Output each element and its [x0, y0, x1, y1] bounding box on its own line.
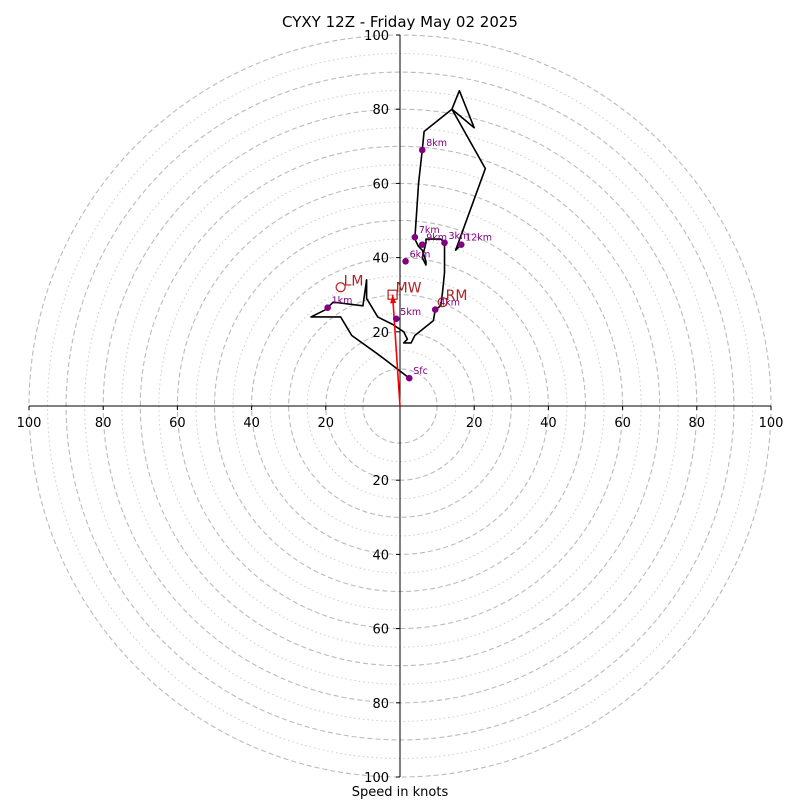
y-tick-label: 60	[372, 623, 389, 638]
y-tick-label: 20	[372, 326, 389, 341]
height-marker-8km	[418, 146, 426, 154]
y-tick-label: 80	[372, 103, 389, 118]
y-tick-label: 40	[372, 252, 389, 267]
height-marker-3km	[441, 239, 448, 247]
x-tick-label: 80	[95, 416, 112, 431]
height-label-6km: 6km	[410, 249, 431, 260]
height-marker-Sfc	[405, 374, 413, 382]
height-label-12km: 12km	[465, 233, 492, 244]
height-marker-4km	[431, 306, 439, 313]
hodograph-trace	[310, 89, 487, 379]
y-tick-label: 20	[372, 474, 389, 489]
chart-title: CYXY 12Z - Friday May 02 2025	[282, 13, 518, 31]
y-tick-label: 60	[372, 177, 389, 192]
height-label-3km: 3km	[449, 231, 470, 242]
x-tick-label: 60	[169, 416, 186, 431]
height-marker-5km	[392, 315, 400, 323]
height-marker-6km	[402, 258, 409, 265]
height-label-1km: 1km	[332, 296, 353, 307]
height-markers: Sfc 1km 3km 4km 5km 6km 7km 8km 9km 12km	[324, 138, 492, 382]
height-label-7km: 7km	[419, 225, 440, 236]
storm-motion-marker-RM	[437, 297, 448, 308]
x-tick-label: 20	[466, 416, 483, 431]
height-label-4km: 4km	[439, 298, 460, 309]
height-marker-12km	[457, 241, 465, 248]
height-label-Sfc: Sfc	[413, 366, 428, 377]
storm-motion-label-LM: LM	[344, 273, 364, 289]
storm-motion-markers: LM MW RM	[335, 273, 468, 308]
x-tick-label: 100	[759, 416, 784, 431]
height-label-5km: 5km	[400, 307, 421, 318]
y-tick-label: 40	[372, 548, 389, 563]
x-tick-label: 60	[614, 416, 631, 431]
height-marker-7km	[411, 233, 419, 241]
x-axis-label: Speed in knots	[352, 785, 449, 800]
storm-motion-label-RM: RM	[446, 288, 468, 304]
x-tick-label: 20	[318, 416, 335, 431]
storm-motion-vector	[391, 294, 401, 407]
y-tick-label: 80	[372, 697, 389, 712]
tick-labels: 100 80 60 40 20 20 40 60 80 100 100 80 60 40 20 20 40 60 8…	[17, 29, 784, 786]
height-marker-1km	[324, 304, 331, 311]
storm-motion-marker-MW	[387, 289, 398, 300]
x-tick-label: 40	[540, 416, 557, 431]
hodograph-trace-group	[310, 89, 487, 379]
storm-motion-marker-LM	[335, 282, 346, 293]
y-tick-label: 100	[364, 771, 389, 786]
height-label-8km: 8km	[426, 138, 447, 149]
y-tick-label: 100	[364, 29, 389, 44]
storm-motion-label-MW: MW	[396, 281, 422, 297]
height-marker-9km	[418, 241, 426, 248]
x-tick-label: 40	[243, 416, 260, 431]
height-label-9km: 9km	[426, 233, 447, 244]
x-tick-label: 80	[689, 416, 706, 431]
x-tick-label: 100	[17, 416, 42, 431]
